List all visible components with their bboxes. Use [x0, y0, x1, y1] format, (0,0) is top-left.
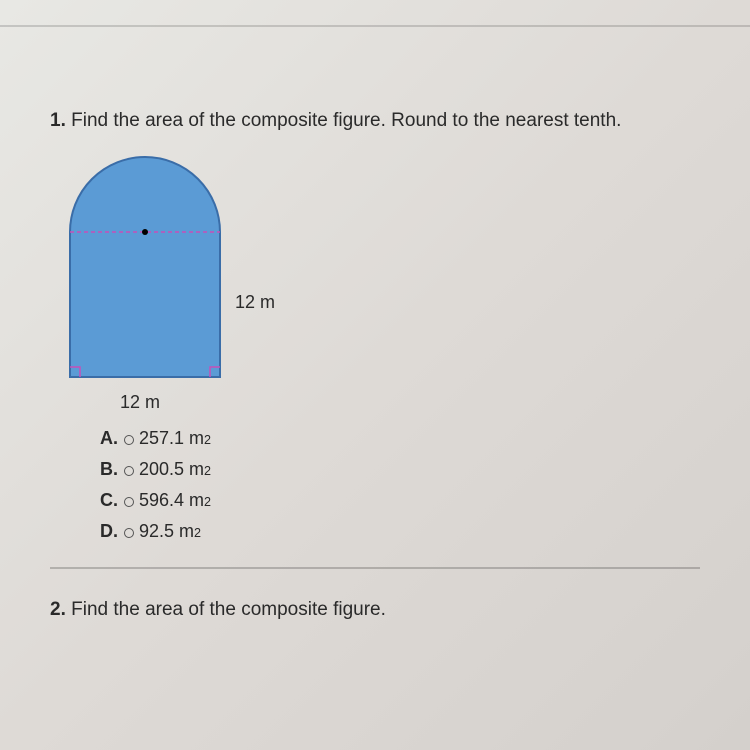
question-2-number: 2.	[50, 599, 66, 620]
question-1-number: 1.	[50, 110, 66, 131]
composite-figure: 12 m 12 m	[65, 152, 700, 413]
label-bottom-12m: 12 m	[120, 392, 700, 413]
question-1-block: 1. Find the area of the composite figure…	[50, 110, 700, 542]
option-b-letter: B.	[100, 459, 118, 480]
question-2-prompt: Find the area of the composite figure.	[71, 599, 386, 620]
option-a[interactable]: A. 257.1 m2	[100, 428, 700, 449]
option-d-exp: 2	[194, 526, 201, 540]
option-a-value: 257.1 m	[139, 428, 204, 449]
question-2-block: 2. Find the area of the composite figure…	[50, 599, 700, 621]
option-c-value: 596.4 m	[139, 490, 204, 511]
radio-icon	[124, 528, 134, 538]
question-divider	[50, 567, 700, 569]
question-1-text: 1. Find the area of the composite figure…	[50, 110, 700, 132]
radio-icon	[124, 497, 134, 507]
option-b[interactable]: B. 200.5 m2	[100, 459, 700, 480]
option-b-exp: 2	[204, 464, 211, 478]
radio-icon	[124, 466, 134, 476]
answer-options: A. 257.1 m2 B. 200.5 m2 C. 596.4 m2 D. 9…	[100, 428, 700, 542]
option-d[interactable]: D. 92.5 m2	[100, 521, 700, 542]
option-a-exp: 2	[204, 433, 211, 447]
center-dot	[142, 229, 148, 235]
radio-icon	[124, 435, 134, 445]
composite-shape-path	[70, 157, 220, 377]
option-a-letter: A.	[100, 428, 118, 449]
option-c-letter: C.	[100, 490, 118, 511]
option-d-letter: D.	[100, 521, 118, 542]
option-b-value: 200.5 m	[139, 459, 204, 480]
question-1-prompt: Find the area of the composite figure. R…	[71, 110, 621, 131]
figure-svg	[65, 152, 225, 382]
option-c-exp: 2	[204, 495, 211, 509]
option-d-value: 92.5 m	[139, 521, 194, 542]
top-border	[0, 25, 750, 27]
label-right-12m: 12 m	[235, 292, 275, 313]
option-c[interactable]: C. 596.4 m2	[100, 490, 700, 511]
